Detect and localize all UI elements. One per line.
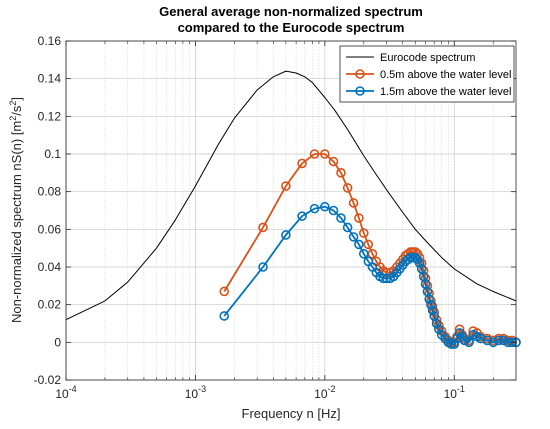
series-2-point <box>328 205 339 216</box>
series-2-point <box>431 318 442 329</box>
x-axis-label: Frequency n [Hz] <box>242 406 341 421</box>
y-tick-label: 0.1 <box>44 147 61 161</box>
series-2-point <box>348 232 359 242</box>
series-2-point <box>414 258 425 269</box>
series-2-point <box>297 211 307 221</box>
legend-label: 0.5m above the water level <box>380 69 511 81</box>
series-2-point <box>488 337 499 348</box>
series-2-point <box>493 335 504 346</box>
series-2-point <box>281 230 291 240</box>
series-line-0 <box>65 70 517 321</box>
series-1-point <box>281 181 291 191</box>
series-2-point <box>459 335 470 346</box>
series-2-point <box>358 249 369 259</box>
series-2-point <box>258 262 268 272</box>
series-2-point <box>426 299 436 310</box>
x-tick-label: 10-1 <box>444 384 465 401</box>
y-tick-label: 0.14 <box>38 72 62 86</box>
series-2-point <box>498 335 509 346</box>
series-1-point <box>219 286 230 297</box>
series-1-point <box>320 149 330 159</box>
series-2-point <box>464 337 474 348</box>
legend-swatch-marker <box>355 86 365 96</box>
series-1-point <box>336 168 346 178</box>
chart-title-line-2: compared to the Eurocode spectrum <box>178 20 405 35</box>
x-tick-label: 10-2 <box>314 384 335 401</box>
series-2-point <box>336 213 346 223</box>
series-2-point <box>342 222 353 233</box>
x-tick-label: 10-3 <box>185 384 206 401</box>
series-1-point <box>328 156 339 167</box>
series-1-point <box>258 222 268 233</box>
x-tick-label: 10-4 <box>55 384 76 401</box>
series-1-point <box>354 213 364 223</box>
series-2-point <box>219 311 230 321</box>
series-2-point <box>424 294 434 304</box>
series-2-point <box>378 273 389 284</box>
series-2-point <box>475 333 486 344</box>
y-tick-label: 0.16 <box>38 34 62 48</box>
series-2-point <box>434 324 444 334</box>
series-2-point <box>320 201 330 212</box>
series-1-point <box>309 149 320 159</box>
y-tick-label: 0.06 <box>38 222 62 236</box>
y-tick-label: 0.04 <box>38 260 62 274</box>
chart-title-line-1: General average non-normalized spectrum <box>159 4 423 19</box>
series-2-point <box>309 203 320 214</box>
y-tick-label: -0.02 <box>34 373 62 387</box>
series-2-point <box>354 239 364 250</box>
legend-swatch-marker <box>355 69 365 79</box>
series-2-point <box>449 339 460 350</box>
legend-label: Eurocode spectrum <box>380 52 475 64</box>
y-tick-label: 0 <box>54 335 61 349</box>
series-2-point <box>446 339 457 350</box>
y-tick-label: 0.12 <box>38 109 62 123</box>
plot-frame <box>65 40 517 381</box>
y-tick-label: 0.02 <box>38 298 62 312</box>
series-line-2 <box>223 205 516 346</box>
series-1-point <box>348 198 359 208</box>
series-2-point <box>427 305 438 316</box>
series-1-point <box>363 239 374 250</box>
series-1-point <box>342 183 353 193</box>
series-2-point <box>482 335 493 346</box>
y-tick-label: 0.08 <box>38 185 62 199</box>
ticks: 10-4 10-3 10-2 10-1 -0.02 0 0.02 0.04 0.06 0.08 0.… <box>34 34 516 401</box>
legend-label: 1.5m above the water level <box>380 86 511 98</box>
series-1-point <box>358 228 369 238</box>
y-axis-label: Non-normalized spectrum nS(n) [m2/s2] <box>8 97 24 323</box>
series-1-point <box>297 158 307 169</box>
legend: Eurocode spectrum 0.5m above the water le… <box>339 45 515 103</box>
